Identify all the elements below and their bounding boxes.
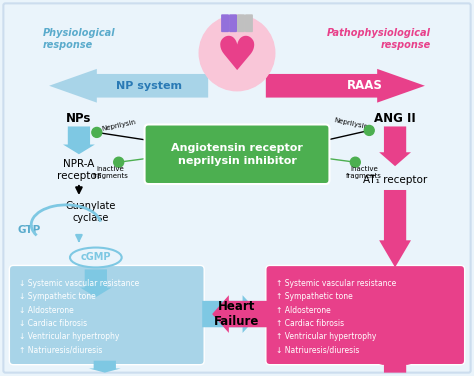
Text: inactive
fragments: inactive fragments — [346, 165, 382, 179]
Text: RAAS: RAAS — [347, 79, 383, 92]
Polygon shape — [379, 126, 411, 166]
Text: NP system: NP system — [116, 81, 182, 91]
Text: Physiological
response: Physiological response — [43, 28, 116, 50]
FancyBboxPatch shape — [3, 3, 471, 373]
Text: AT₁ receptor: AT₁ receptor — [363, 175, 427, 185]
Text: NPs: NPs — [66, 112, 91, 125]
Polygon shape — [80, 269, 112, 297]
Text: cGMP: cGMP — [81, 252, 111, 262]
Text: Angiotensin receptor
neprilysin inhibitor: Angiotensin receptor neprilysin inhibito… — [171, 143, 303, 166]
Text: ↑ Systemic vascular resistance: ↑ Systemic vascular resistance — [276, 279, 396, 288]
FancyBboxPatch shape — [237, 14, 245, 32]
Text: ↑ Cardiac fibrosis: ↑ Cardiac fibrosis — [276, 319, 344, 328]
FancyBboxPatch shape — [229, 14, 237, 32]
Polygon shape — [266, 69, 425, 103]
Ellipse shape — [70, 247, 122, 267]
Circle shape — [364, 126, 374, 135]
Polygon shape — [63, 126, 95, 154]
Text: ↑ Natriuresis/diuresis: ↑ Natriuresis/diuresis — [19, 346, 103, 355]
Text: inactive
fragments: inactive fragments — [93, 165, 128, 179]
Text: ♥: ♥ — [216, 35, 258, 80]
Polygon shape — [202, 295, 260, 333]
Circle shape — [114, 157, 124, 167]
Text: ↑ Aldosterone: ↑ Aldosterone — [276, 306, 330, 315]
Text: ↓ Sympathetic tone: ↓ Sympathetic tone — [19, 292, 96, 301]
Text: ↓ Cardiac fibrosis: ↓ Cardiac fibrosis — [19, 319, 87, 328]
Text: Guanylate
cyclase: Guanylate cyclase — [66, 201, 116, 223]
Text: Neprilysin: Neprilysin — [334, 117, 369, 130]
Text: ↓ Systemic vascular resistance: ↓ Systemic vascular resistance — [19, 279, 139, 288]
Text: Heart
Failure: Heart Failure — [214, 300, 260, 328]
FancyBboxPatch shape — [145, 124, 329, 184]
FancyBboxPatch shape — [221, 14, 229, 32]
Text: ANG II: ANG II — [374, 112, 416, 125]
Text: NPR-A
receptor: NPR-A receptor — [57, 159, 101, 181]
Text: GTP: GTP — [18, 225, 41, 235]
FancyBboxPatch shape — [245, 14, 253, 32]
Text: Neprilysin: Neprilysin — [101, 119, 137, 132]
Text: ↑ Sympathetic tone: ↑ Sympathetic tone — [276, 292, 353, 301]
Text: ↓ Natriuresis/diuresis: ↓ Natriuresis/diuresis — [276, 346, 359, 355]
Text: Pathophysiological
response: Pathophysiological response — [327, 28, 431, 50]
FancyBboxPatch shape — [9, 265, 204, 365]
Text: ↓ Ventricular hypertrophy: ↓ Ventricular hypertrophy — [19, 332, 119, 341]
Polygon shape — [212, 295, 268, 333]
Polygon shape — [49, 69, 208, 103]
FancyBboxPatch shape — [266, 265, 465, 365]
Polygon shape — [379, 190, 411, 267]
Circle shape — [92, 127, 102, 137]
Polygon shape — [379, 361, 411, 373]
Text: ↑ Ventricular hypertrophy: ↑ Ventricular hypertrophy — [276, 332, 376, 341]
Text: ↓ Aldosterone: ↓ Aldosterone — [19, 306, 74, 315]
Polygon shape — [89, 361, 121, 373]
Circle shape — [199, 15, 275, 91]
Circle shape — [350, 157, 360, 167]
